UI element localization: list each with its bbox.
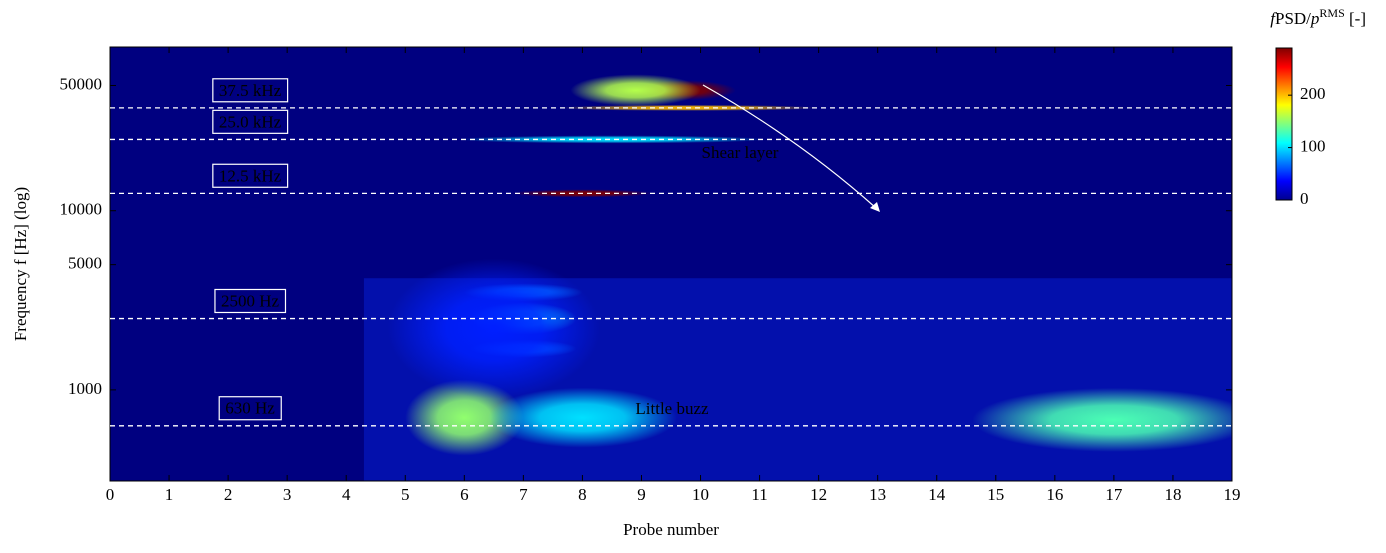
- x-tick-label: 1: [165, 485, 174, 504]
- colorbar-label-part: RMS: [1319, 6, 1344, 20]
- x-tick-label: 13: [869, 485, 886, 504]
- x-tick-label: 6: [460, 485, 469, 504]
- label-box: [212, 109, 289, 134]
- reference-label: 12.5 kHz: [219, 166, 282, 185]
- heatmap: [110, 47, 1232, 481]
- colorbar-tick-label: 200: [1300, 84, 1326, 103]
- annotation: Little buzz: [635, 399, 709, 418]
- x-tick-label: 16: [1046, 485, 1063, 504]
- y-tick-label: 1000: [68, 379, 102, 398]
- heat-blob: [387, 258, 601, 399]
- colorbar: [1275, 47, 1293, 201]
- y-tick-label: 5000: [68, 254, 102, 273]
- reference-label: 2500 Hz: [221, 291, 280, 310]
- heat-blob: [458, 135, 766, 144]
- colorbar-tick-label: 100: [1300, 136, 1326, 155]
- heat-blob: [405, 379, 524, 456]
- heat-blob: [487, 387, 677, 448]
- x-tick-label: 3: [283, 485, 292, 504]
- x-tick-label: 8: [578, 485, 587, 504]
- x-tick-label: 5: [401, 485, 410, 504]
- label-box: [212, 78, 289, 103]
- x-tick-label: 11: [751, 485, 767, 504]
- y-tick-label: 10000: [60, 200, 103, 219]
- x-tick-label: 17: [1105, 485, 1123, 504]
- colorbar-label-part: PSD/: [1275, 9, 1311, 28]
- colorbar-label: fPSD/pRMS [-]: [1270, 6, 1366, 28]
- colorbar-tick-label: 0: [1300, 189, 1309, 208]
- annotation-arrow: [702, 84, 877, 209]
- x-tick-label: 2: [224, 485, 233, 504]
- x-tick-label: 14: [928, 485, 946, 504]
- colorbar-label-part: [-]: [1345, 9, 1366, 28]
- reference-label: 25.0 kHz: [219, 112, 282, 131]
- colorbar-label-part: f: [1270, 9, 1277, 28]
- reference-label: 37.5 kHz: [219, 81, 282, 100]
- x-tick-label: 12: [810, 485, 827, 504]
- heat-blob: [972, 387, 1232, 452]
- x-tick-label: 19: [1224, 485, 1241, 504]
- label-box: [212, 163, 289, 188]
- y-tick-label: 50000: [60, 74, 103, 93]
- plot-frame: [109, 46, 1233, 482]
- x-tick-label: 9: [637, 485, 646, 504]
- x-axis-label: Probe number: [623, 520, 719, 539]
- reference-label: 630 Hz: [225, 399, 275, 418]
- annotation: Shear layer: [702, 143, 779, 162]
- annotation-arrowhead: [870, 202, 880, 212]
- x-tick-label: 0: [106, 485, 115, 504]
- x-tick-label: 10: [692, 485, 709, 504]
- x-tick-label: 18: [1164, 485, 1181, 504]
- y-axis-label: Frequency f [Hz] (log): [11, 187, 30, 341]
- label-box: [214, 288, 287, 314]
- label-box: [218, 396, 282, 421]
- x-tick-label: 7: [519, 485, 528, 504]
- x-tick-label: 15: [987, 485, 1004, 504]
- heat-blob: [570, 74, 701, 107]
- x-tick-label: 4: [342, 485, 351, 504]
- colorbar-label-part: p: [1310, 9, 1320, 28]
